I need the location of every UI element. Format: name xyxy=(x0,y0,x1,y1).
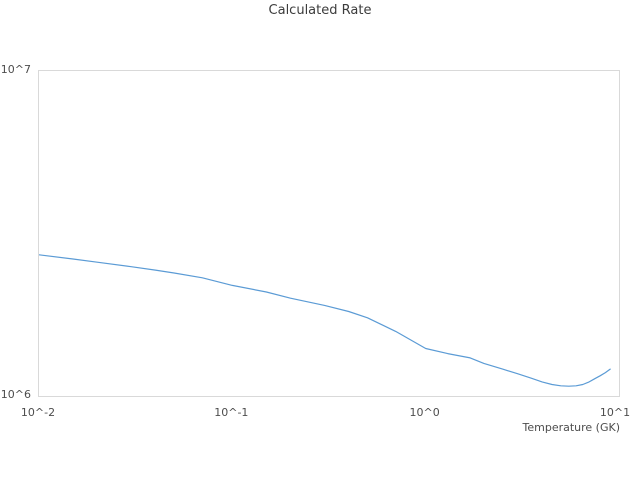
x-tick-label: 10^0 xyxy=(409,406,440,419)
y-tick-label: 10^6 xyxy=(0,388,31,401)
chart-title: Calculated Rate xyxy=(268,3,372,18)
x-tick-label: 10^-2 xyxy=(20,406,56,419)
plot-area xyxy=(38,70,620,397)
rate-line-series xyxy=(39,254,611,387)
rate-line-path xyxy=(39,254,611,387)
y-tick-label: 10^7 xyxy=(0,63,31,76)
x-tick-label: 10^1 xyxy=(599,406,631,419)
x-tick-label: 10^-1 xyxy=(214,406,249,419)
x-axis-title: Temperature (GK) xyxy=(522,421,621,434)
